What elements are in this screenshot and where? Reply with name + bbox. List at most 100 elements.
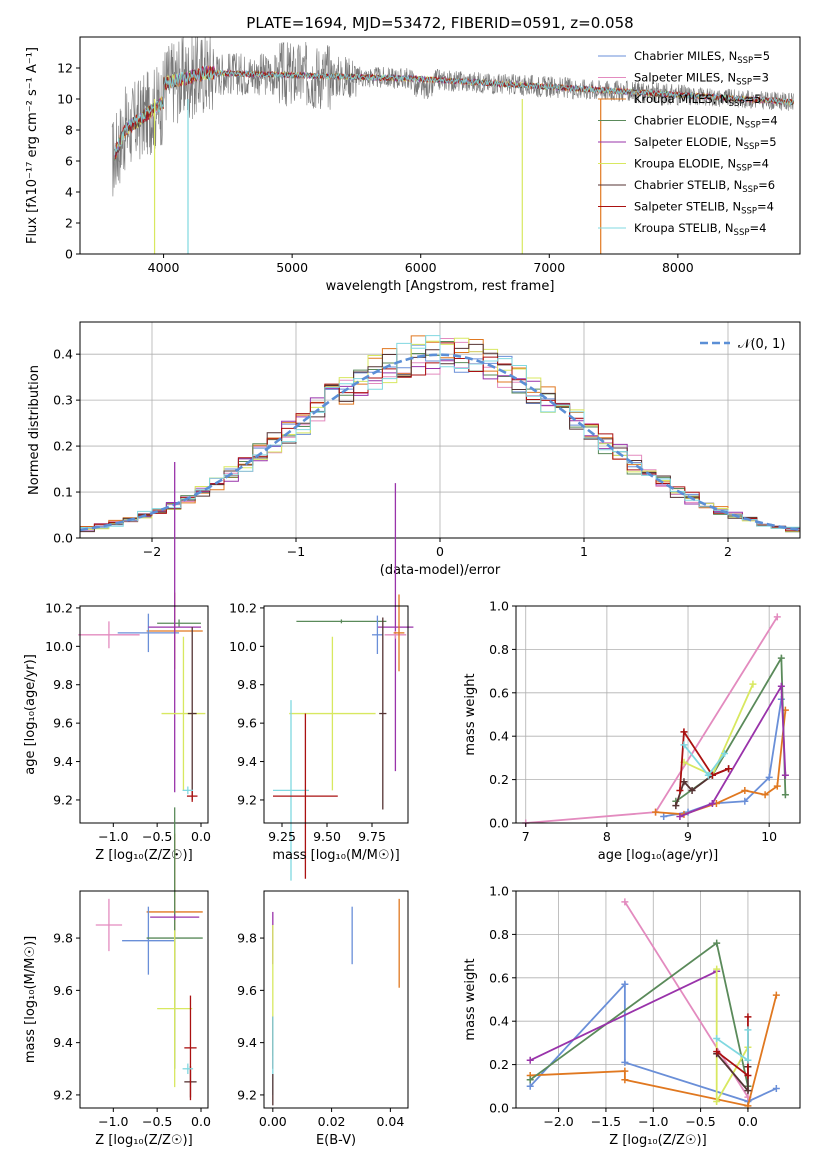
y-tick-label: 9.8 — [237, 931, 257, 946]
figure-title: PLATE=1694, MJD=53472, FIBERID=0591, z=0… — [246, 14, 633, 32]
y-axis-label: mass [log₁₀(M/M☉)] — [23, 936, 38, 1063]
data-point — [765, 773, 773, 781]
x-tick-label: 10 — [761, 829, 777, 844]
legend-label-tail: =4 — [749, 221, 766, 235]
y-tick-label: 0.2 — [53, 439, 73, 454]
data-point — [772, 1084, 780, 1092]
y-tick-label: 0.4 — [489, 729, 509, 744]
plot-area — [522, 613, 789, 827]
y-tick-label: 9.2 — [53, 1087, 73, 1102]
data-point — [680, 728, 688, 736]
legend-label: Kroupa ELODIE, NSSP=4 — [634, 157, 769, 174]
data-point — [652, 808, 660, 816]
y-axis-label: mass weight — [463, 958, 478, 1040]
y-tick-label: 9.6 — [53, 716, 73, 731]
legend-label-base: Kroupa MILES, N — [634, 92, 729, 106]
legend-label-base: Salpeter MILES, N — [634, 71, 736, 85]
legend-label-base: Chabrier MILES, N — [634, 49, 737, 63]
data-point — [526, 1056, 534, 1064]
series-line — [679, 683, 787, 818]
data-point — [704, 771, 712, 779]
data-point — [676, 812, 684, 820]
legend-label: Salpeter ELODIE, NSSP=5 — [634, 135, 777, 152]
spectrum-panel: 4000 5000 6000 7000 8000 0 2 4 6 8 10 12 wavelength … — [25, 36, 801, 294]
y-tick-label: 9.4 — [53, 1035, 73, 1050]
data-point — [713, 1035, 721, 1043]
data-point — [741, 786, 749, 794]
data-point — [672, 802, 680, 810]
x-tick-label: 2 — [724, 544, 732, 559]
x-axis-label: age [log₁₀(age/yr)] — [598, 848, 719, 863]
data-point — [713, 965, 721, 973]
legend-label-sub: SSP — [741, 207, 757, 217]
y-tick-label: 0.3 — [53, 393, 73, 408]
y-tick-label: 0.8 — [489, 927, 509, 942]
legend-label-tail: =6 — [758, 178, 775, 192]
y-tick-label: 0.0 — [489, 1101, 509, 1116]
y-tick-label: 10.0 — [45, 639, 73, 654]
x-tick-label: −0.5 — [142, 1114, 172, 1129]
data-point — [772, 991, 780, 999]
y-tick-label: 0.8 — [489, 642, 509, 657]
x-axis-label: Z [log₁₀(Z/Z☉)] — [95, 1133, 192, 1148]
series-line — [674, 767, 729, 806]
data-point — [777, 682, 785, 690]
legend-label-tail: =4 — [761, 114, 778, 128]
legend-label-base: Salpeter ELODIE, N — [634, 135, 744, 149]
plot-area — [526, 898, 780, 1110]
x-tick-label: 0.04 — [376, 1114, 404, 1129]
x-tick-label: 8000 — [662, 260, 694, 275]
data-point — [621, 980, 629, 988]
x-axis-label: wavelength [Angstrom, rest frame] — [326, 279, 555, 294]
x-tick-label: 4000 — [148, 260, 180, 275]
mass-vs-metallicity-panel: −1.0 −0.5 0.0 9.2 9.4 9.6 9.8 Z [log₁₀(Z/Z☉)] ma… — [23, 807, 211, 1148]
plot-area — [272, 898, 400, 1106]
legend-label-sub: SSP — [729, 99, 745, 109]
legend-label-sub: SSP — [736, 164, 752, 174]
series-line — [679, 729, 729, 791]
legend-label-base: Chabrier STELIB, N — [634, 178, 742, 192]
y-tick-label: 9.8 — [237, 677, 257, 692]
data-point — [708, 799, 716, 807]
data-point — [713, 1097, 721, 1105]
y-tick-label: 0.4 — [489, 1014, 509, 1029]
x-tick-label: 0.0 — [191, 1114, 211, 1129]
y-tick-label: 9.4 — [237, 754, 257, 769]
data-point — [749, 680, 757, 688]
legend-label: Chabrier ELODIE, NSSP=4 — [634, 114, 778, 131]
data-point — [725, 765, 733, 773]
data-point — [744, 1026, 752, 1034]
model-spectrum — [114, 65, 794, 160]
x-tick-label: 9.75 — [358, 829, 386, 844]
data-point — [781, 791, 789, 799]
y-tick-label: 10.2 — [229, 600, 257, 615]
plot-area — [95, 807, 203, 1101]
legend-label-sub: SSP — [737, 56, 753, 66]
normal-curve — [80, 353, 800, 532]
x-axis-label: E(B-V) — [316, 1133, 356, 1148]
x-axis-label: Z [log₁₀(Z/Z☉)] — [95, 848, 192, 863]
data-point — [721, 750, 729, 758]
data-point — [688, 786, 696, 794]
legend-label-tail: =4 — [757, 200, 774, 214]
y-axis-label: Normed distribution — [27, 365, 42, 495]
legend-label-tail: =4 — [752, 157, 769, 171]
x-tick-label: 9 — [684, 829, 692, 844]
data-point — [744, 1013, 752, 1021]
axes-frame — [515, 890, 801, 1109]
y-tick-label: 1.0 — [489, 599, 509, 614]
x-tick-label: 0.0 — [738, 1114, 758, 1129]
data-point — [680, 741, 688, 749]
legend-label-base: Kroupa ELODIE, N — [634, 157, 736, 171]
x-tick-label: −0.5 — [685, 1114, 715, 1129]
x-tick-label: −1.5 — [591, 1114, 621, 1129]
y-tick-label: 9.2 — [53, 792, 73, 807]
series-line — [715, 969, 749, 1105]
legend-label-tail: =5 — [760, 135, 777, 149]
x-tick-label: 9.50 — [313, 829, 341, 844]
data-point — [621, 1067, 629, 1075]
x-tick-label: 0.0 — [191, 829, 211, 844]
data-point — [773, 782, 781, 790]
y-tick-label: 9.4 — [53, 754, 73, 769]
y-tick-label: 9.6 — [53, 983, 73, 998]
